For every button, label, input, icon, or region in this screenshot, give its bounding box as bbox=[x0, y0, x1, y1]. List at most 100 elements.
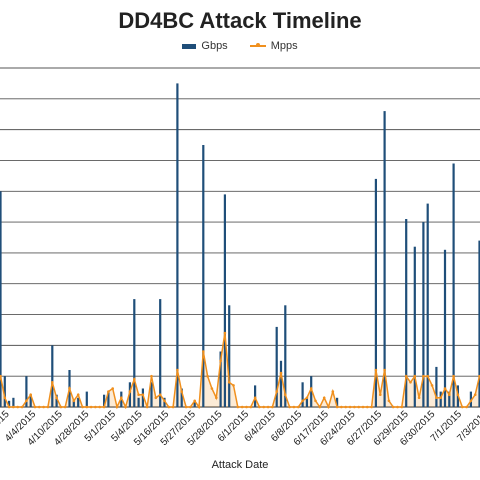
mpps-point bbox=[413, 374, 417, 378]
gbps-bar bbox=[439, 391, 442, 407]
mpps-point bbox=[284, 393, 287, 397]
mpps-point bbox=[171, 405, 175, 409]
mpps-point bbox=[163, 399, 166, 403]
mpps-point bbox=[279, 371, 283, 375]
legend: Gbps Mpps bbox=[0, 40, 480, 52]
gbps-bar bbox=[405, 219, 408, 407]
mpps-point bbox=[335, 405, 339, 409]
mpps-point bbox=[3, 396, 7, 400]
mpps-point bbox=[76, 393, 80, 397]
gbps-bar bbox=[435, 366, 438, 407]
gbps-bar bbox=[128, 382, 131, 407]
mpps-point bbox=[176, 368, 179, 372]
mpps-point bbox=[20, 405, 24, 409]
mpps-point bbox=[210, 387, 214, 390]
mpps-point bbox=[400, 405, 404, 409]
mpps-point bbox=[305, 396, 309, 400]
gbps-bar bbox=[219, 351, 222, 407]
mpps-point bbox=[262, 405, 266, 409]
gbps-bar bbox=[77, 397, 80, 407]
gbps-bar bbox=[180, 388, 183, 407]
gbps-bar bbox=[163, 397, 166, 407]
mpps-point bbox=[12, 405, 15, 409]
mpps-point bbox=[288, 405, 291, 409]
mpps-point bbox=[193, 399, 196, 403]
mpps-point bbox=[59, 405, 63, 409]
legend-swatch-gbps bbox=[182, 43, 197, 49]
gbps-bar bbox=[55, 394, 58, 407]
mpps-point bbox=[68, 387, 71, 390]
mpps-point bbox=[124, 405, 127, 409]
mpps-point bbox=[318, 405, 322, 409]
mpps-point bbox=[33, 405, 37, 409]
legend-label-gbps: Gbps bbox=[201, 40, 228, 52]
mpps-point bbox=[374, 368, 378, 372]
mpps-point bbox=[387, 399, 391, 403]
mpps-point bbox=[215, 396, 218, 400]
mpps-point bbox=[456, 393, 460, 397]
legend-swatch-mpps bbox=[249, 43, 266, 47]
mpps-point bbox=[115, 405, 119, 409]
gbps-bar bbox=[279, 360, 283, 407]
gbps-bar bbox=[284, 305, 287, 407]
mpps-point bbox=[81, 405, 84, 409]
mpps-point bbox=[327, 405, 330, 409]
mpps-point bbox=[379, 393, 382, 397]
gbps-bar bbox=[452, 163, 455, 407]
mpps-point bbox=[249, 405, 253, 409]
gbps-bar bbox=[0, 191, 2, 407]
mpps-point bbox=[0, 374, 2, 378]
mpps-point bbox=[258, 405, 261, 409]
gbps-bar bbox=[176, 83, 179, 408]
gbps-bar bbox=[51, 345, 54, 407]
mpps-point bbox=[340, 405, 343, 409]
gbps-bar bbox=[3, 376, 6, 407]
mpps-point bbox=[16, 405, 20, 409]
mpps-point bbox=[292, 405, 296, 409]
mpps-point bbox=[63, 405, 67, 409]
mpps-point bbox=[435, 396, 438, 400]
mpps-point bbox=[202, 350, 205, 353]
mpps-point bbox=[219, 359, 222, 363]
gbps-bar bbox=[413, 246, 416, 407]
mpps-point bbox=[38, 405, 41, 409]
gbps-bar bbox=[29, 394, 32, 407]
mpps-point bbox=[7, 405, 11, 409]
gbps-bar bbox=[85, 391, 88, 407]
mpps-point bbox=[184, 405, 188, 409]
gbps-bar bbox=[8, 400, 11, 407]
mpps-point bbox=[25, 399, 28, 403]
gbps-bar bbox=[443, 249, 447, 407]
gbps-bar bbox=[478, 240, 480, 407]
mpps-point bbox=[461, 405, 464, 409]
mpps-point bbox=[430, 384, 434, 387]
mpps-point bbox=[301, 399, 304, 403]
gbps-bar bbox=[150, 382, 153, 407]
mpps-point bbox=[417, 396, 421, 400]
mpps-point bbox=[370, 405, 373, 409]
mpps-point bbox=[469, 399, 473, 403]
mpps-point bbox=[223, 331, 227, 335]
gbps-bar bbox=[301, 382, 304, 407]
mpps-point bbox=[94, 405, 97, 409]
mpps-point bbox=[275, 390, 279, 393]
gbps-bar bbox=[193, 400, 196, 407]
mpps-point bbox=[120, 396, 123, 400]
mpps-point bbox=[366, 405, 369, 409]
mpps-point bbox=[348, 405, 352, 409]
mpps-point bbox=[51, 381, 54, 384]
mpps-point bbox=[253, 396, 257, 400]
mpps-point bbox=[98, 405, 101, 409]
gbps-bar bbox=[25, 376, 28, 407]
mpps-point bbox=[180, 390, 183, 393]
mpps-point bbox=[158, 393, 162, 397]
mpps-point bbox=[353, 405, 356, 409]
mpps-point bbox=[240, 405, 244, 409]
mpps-point bbox=[266, 405, 270, 409]
gbps-bar bbox=[275, 326, 278, 407]
mpps-point bbox=[197, 405, 201, 409]
mpps-point bbox=[111, 387, 114, 390]
gbps-bar bbox=[305, 397, 308, 407]
gbps-bar bbox=[310, 376, 313, 407]
